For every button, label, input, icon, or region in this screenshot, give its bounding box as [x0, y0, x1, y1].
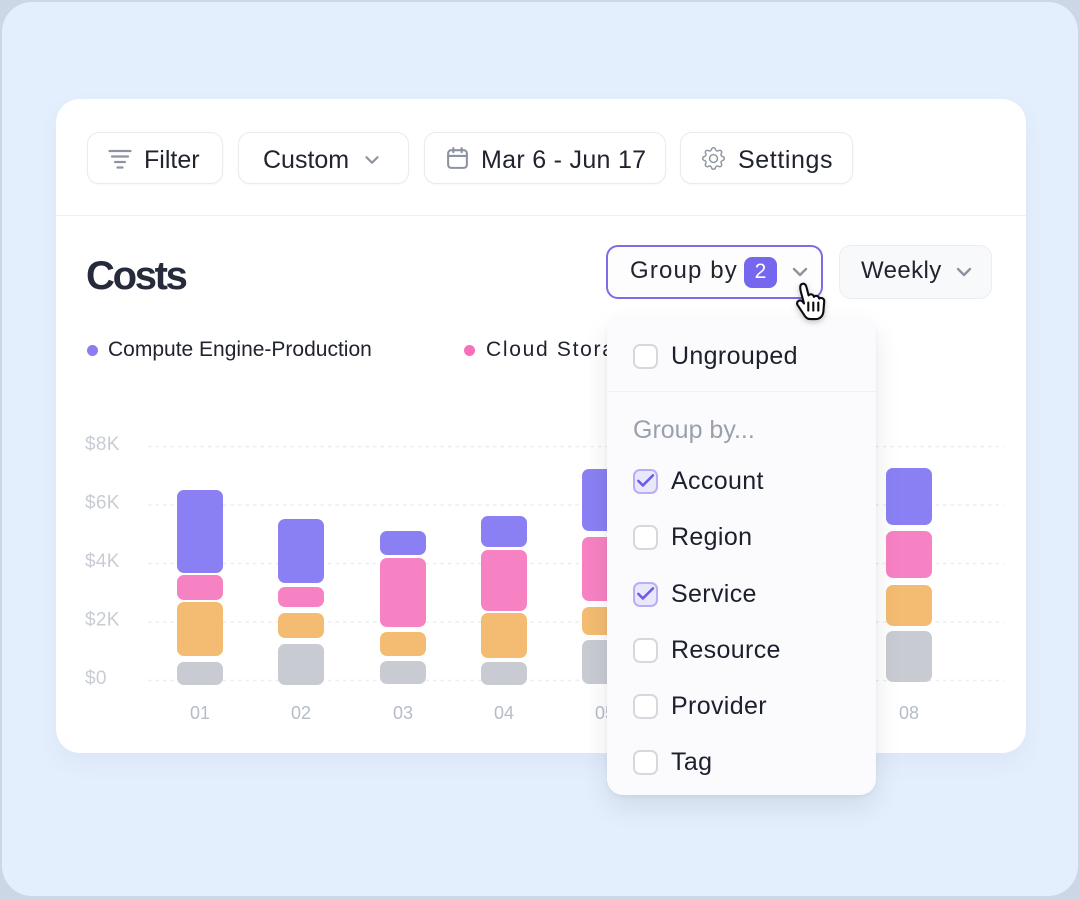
svg-text:$0: $0 [85, 668, 107, 689]
svg-text:$6K: $6K [85, 493, 120, 514]
svg-text:04: 04 [494, 703, 514, 723]
svg-text:01: 01 [190, 703, 210, 723]
svg-text:02: 02 [291, 703, 311, 723]
svg-text:08: 08 [899, 703, 919, 723]
svg-text:$2K: $2K [85, 610, 120, 631]
svg-text:$8K: $8K [85, 434, 120, 455]
svg-text:03: 03 [393, 703, 413, 723]
svg-text:$4K: $4K [85, 551, 120, 572]
